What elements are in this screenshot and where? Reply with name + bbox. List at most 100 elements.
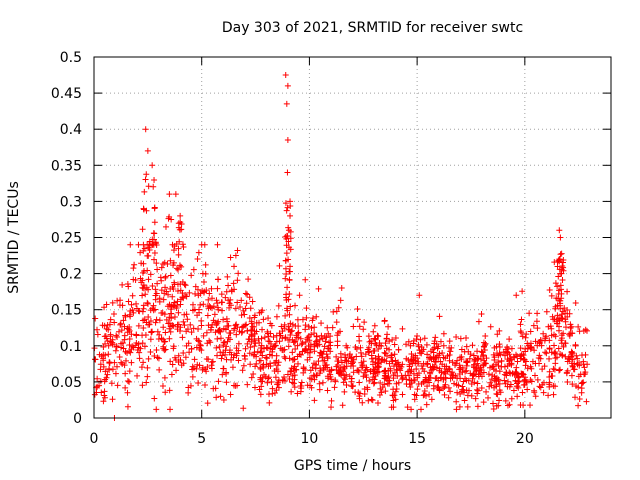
data-point <box>184 316 191 323</box>
data-point <box>355 368 362 375</box>
data-point <box>153 346 160 353</box>
data-point <box>573 352 580 359</box>
data-point <box>455 382 462 389</box>
data-point <box>384 380 391 387</box>
data-point <box>94 331 101 338</box>
data-point <box>194 286 201 293</box>
data-point <box>437 358 444 365</box>
data-point <box>481 341 488 348</box>
data-point <box>442 381 449 388</box>
data-point <box>258 335 265 342</box>
data-point <box>437 338 444 345</box>
data-point <box>323 334 330 341</box>
data-point <box>149 282 156 289</box>
data-point <box>363 374 370 381</box>
data-point <box>421 335 428 342</box>
data-point <box>169 361 176 368</box>
data-point <box>433 354 440 361</box>
data-point <box>233 345 240 352</box>
data-point <box>242 355 249 362</box>
data-point <box>145 276 152 283</box>
data-point <box>162 284 169 291</box>
data-point <box>506 336 513 343</box>
data-point <box>152 319 159 326</box>
data-point <box>166 387 173 394</box>
data-point <box>406 381 413 388</box>
data-point <box>442 355 449 362</box>
data-point <box>583 398 590 405</box>
data-point <box>553 320 560 327</box>
data-point <box>136 355 143 362</box>
data-point <box>151 177 158 184</box>
data-point <box>546 287 553 294</box>
data-point <box>338 371 345 378</box>
data-point <box>188 329 195 336</box>
data-point <box>238 297 245 304</box>
data-point <box>145 355 152 362</box>
data-point <box>292 345 299 352</box>
data-point <box>390 363 397 370</box>
data-point <box>562 318 569 325</box>
data-point <box>242 290 249 297</box>
data-point <box>464 358 471 365</box>
data-point <box>287 228 294 235</box>
data-point <box>552 348 559 355</box>
data-point <box>494 331 501 338</box>
y-axis-label: SRMTID / TECUs <box>6 181 22 294</box>
data-point <box>531 387 538 394</box>
data-point <box>269 390 276 397</box>
data-point <box>388 352 395 359</box>
data-point <box>144 364 151 371</box>
data-point <box>572 394 579 401</box>
data-point <box>423 401 430 408</box>
data-point <box>512 377 519 384</box>
data-point <box>338 285 345 292</box>
data-point <box>337 297 344 304</box>
data-point <box>144 252 151 259</box>
data-point <box>217 393 224 400</box>
data-point <box>312 338 319 345</box>
data-point <box>294 342 301 349</box>
data-point <box>265 315 272 322</box>
data-point <box>179 241 186 248</box>
data-point <box>120 345 127 352</box>
data-point <box>193 344 200 351</box>
data-point <box>554 283 561 290</box>
data-point <box>308 376 315 383</box>
data-point <box>374 332 381 339</box>
data-point <box>201 381 208 388</box>
data-point <box>202 261 209 268</box>
data-point <box>220 325 227 332</box>
data-point <box>393 380 400 387</box>
data-point <box>116 353 123 360</box>
data-point <box>256 339 263 346</box>
data-point <box>167 285 174 292</box>
data-point <box>195 326 202 333</box>
data-point <box>269 385 276 392</box>
data-point <box>408 366 415 373</box>
data-point <box>153 316 160 323</box>
data-point <box>267 345 274 352</box>
data-point <box>532 338 539 345</box>
data-point <box>546 355 553 362</box>
data-point <box>376 339 383 346</box>
data-point <box>513 292 520 299</box>
data-point <box>165 291 172 298</box>
data-point <box>370 347 377 354</box>
data-point <box>103 374 110 381</box>
data-point <box>321 362 328 369</box>
data-point <box>208 359 215 366</box>
data-point <box>480 369 487 376</box>
data-point <box>286 376 293 383</box>
data-point <box>383 358 390 365</box>
data-point <box>147 317 154 324</box>
data-point <box>101 322 108 329</box>
data-point <box>189 366 196 373</box>
data-point <box>305 323 312 330</box>
data-point <box>327 348 334 355</box>
data-point <box>285 224 292 231</box>
data-point <box>183 293 190 300</box>
data-point <box>175 309 182 316</box>
data-point <box>349 360 356 367</box>
data-point <box>319 335 326 342</box>
